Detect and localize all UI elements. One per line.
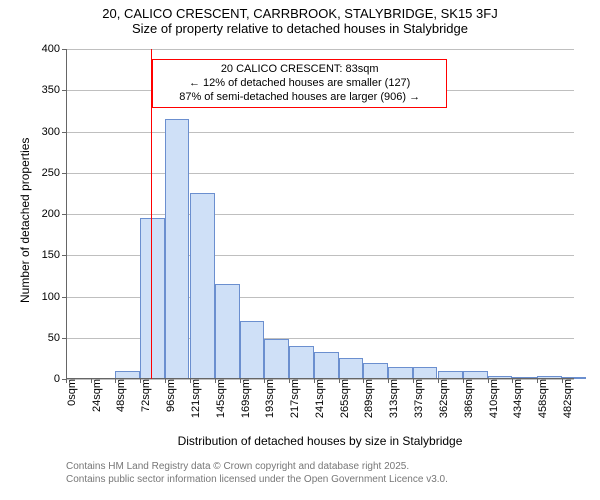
- ytick-label: 250: [42, 167, 66, 179]
- chart-title-line2: Size of property relative to detached ho…: [0, 21, 600, 36]
- xtick-label: 362sqm: [432, 379, 450, 418]
- xtick-label: 241sqm: [308, 379, 326, 418]
- ytick-label: 100: [42, 291, 66, 303]
- histogram-bar: [363, 363, 388, 380]
- annotation-line: 20 CALICO CRESCENT: 83sqm: [159, 63, 440, 77]
- histogram-bar: [339, 358, 364, 379]
- xtick-label: 313sqm: [382, 379, 400, 418]
- y-axis-label: Number of detached properties: [18, 138, 32, 303]
- xtick-label: 193sqm: [258, 379, 276, 418]
- histogram-bar: [140, 218, 165, 379]
- xtick-label: 72sqm: [134, 379, 152, 412]
- attribution-line1: Contains HM Land Registry data © Crown c…: [66, 460, 448, 473]
- xtick-label: 145sqm: [209, 379, 227, 418]
- x-axis-line: [66, 378, 574, 379]
- chart-title-line1: 20, CALICO CRESCENT, CARRBROOK, STALYBRI…: [0, 6, 600, 21]
- histogram-bar: [314, 352, 339, 379]
- histogram-bar: [165, 119, 190, 379]
- xtick-label: 410sqm: [482, 379, 500, 418]
- xtick-label: 169sqm: [234, 379, 252, 418]
- xtick-label: 217sqm: [283, 379, 301, 418]
- ytick-label: 50: [48, 332, 66, 344]
- xtick-label: 337sqm: [407, 379, 425, 418]
- gridline: [66, 173, 574, 174]
- annotation-line: ← 12% of detached houses are smaller (12…: [159, 77, 440, 91]
- histogram-bar: [289, 346, 314, 379]
- xtick-label: 434sqm: [506, 379, 524, 418]
- xtick-label: 482sqm: [556, 379, 574, 418]
- xtick-label: 458sqm: [531, 379, 549, 418]
- xtick-label: 121sqm: [184, 379, 202, 418]
- histogram-bar: [215, 284, 240, 379]
- x-axis-label: Distribution of detached houses by size …: [66, 434, 574, 448]
- xtick-label: 386sqm: [457, 379, 475, 418]
- annotation-line: 87% of semi-detached houses are larger (…: [159, 91, 440, 105]
- attribution-text: Contains HM Land Registry data © Crown c…: [66, 460, 448, 486]
- histogram-bar: [240, 321, 265, 379]
- ytick-label: 350: [42, 84, 66, 96]
- attribution-line2: Contains public sector information licen…: [66, 473, 448, 486]
- xtick-label: 48sqm: [109, 379, 127, 412]
- ytick-label: 300: [42, 126, 66, 138]
- gridline: [66, 49, 574, 50]
- xtick-label: 289sqm: [357, 379, 375, 418]
- xtick-label: 265sqm: [333, 379, 351, 418]
- ytick-label: 200: [42, 208, 66, 220]
- y-axis-line: [66, 49, 67, 379]
- plot-area: 0501001502002503003504000sqm24sqm48sqm72…: [66, 48, 574, 379]
- ytick-label: 150: [42, 249, 66, 261]
- ytick-label: 400: [42, 43, 66, 55]
- gridline: [66, 214, 574, 215]
- gridline: [66, 132, 574, 133]
- histogram-bar: [264, 339, 289, 379]
- histogram-bar: [190, 193, 215, 379]
- xtick-label: 0sqm: [60, 379, 78, 406]
- xtick-label: 24sqm: [85, 379, 103, 412]
- annotation-box: 20 CALICO CRESCENT: 83sqm← 12% of detach…: [152, 59, 447, 108]
- xtick-label: 96sqm: [159, 379, 177, 412]
